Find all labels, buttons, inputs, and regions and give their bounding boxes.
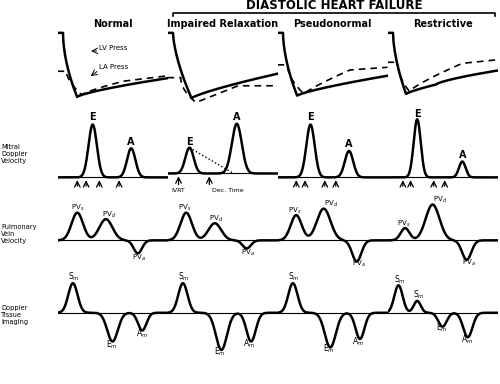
Text: E$_m$: E$_m$ <box>106 338 118 351</box>
Text: A$_m$: A$_m$ <box>352 336 364 348</box>
Text: E$_m$: E$_m$ <box>214 345 226 358</box>
Text: Normal: Normal <box>92 19 132 29</box>
Text: IVRT: IVRT <box>172 189 185 194</box>
Text: Mitral
Doppler
Velocity: Mitral Doppler Velocity <box>1 144 28 164</box>
Text: PV$_s$: PV$_s$ <box>70 203 84 214</box>
Text: S$_m$: S$_m$ <box>413 289 424 301</box>
Text: A$_m$: A$_m$ <box>461 333 473 346</box>
Text: A$_m$: A$_m$ <box>244 338 256 350</box>
Text: PV$_a$: PV$_a$ <box>462 258 476 268</box>
Text: PV$_a$: PV$_a$ <box>352 258 366 269</box>
Text: Restrictive: Restrictive <box>412 19 472 29</box>
Text: A$_m$: A$_m$ <box>136 327 148 339</box>
Text: A: A <box>128 137 135 147</box>
Text: E: E <box>90 113 96 122</box>
Text: PV$_s$: PV$_s$ <box>178 203 192 214</box>
Text: PV$_d$: PV$_d$ <box>324 199 338 209</box>
Text: PV$_a$: PV$_a$ <box>241 248 255 258</box>
Text: A: A <box>233 112 240 122</box>
Text: PV$_d$: PV$_d$ <box>432 195 447 205</box>
Text: A: A <box>458 150 466 160</box>
Text: PV$_a$: PV$_a$ <box>132 253 146 263</box>
Text: LA Press: LA Press <box>100 64 128 70</box>
Text: E: E <box>414 109 420 119</box>
Text: Pseudonormal: Pseudonormal <box>293 19 372 29</box>
Text: Pulmonary
Vein
Velocity: Pulmonary Vein Velocity <box>1 224 36 244</box>
Text: S$_m$: S$_m$ <box>394 273 406 286</box>
Text: PV$_s$: PV$_s$ <box>288 206 302 216</box>
Text: PV$_s$: PV$_s$ <box>398 219 411 229</box>
Text: A: A <box>345 139 353 149</box>
Text: E$_m$: E$_m$ <box>322 343 334 355</box>
Text: E: E <box>307 113 314 122</box>
Text: Impaired Relaxation: Impaired Relaxation <box>167 19 278 29</box>
Text: Dec. Time: Dec. Time <box>212 189 243 194</box>
Text: S$_m$: S$_m$ <box>68 271 80 283</box>
Text: E$_m$: E$_m$ <box>436 321 448 334</box>
Text: PV$_d$: PV$_d$ <box>210 214 224 224</box>
Text: Doppler
Tissue
Imaging: Doppler Tissue Imaging <box>1 305 28 325</box>
Text: DIASTOLIC HEART FAILURE: DIASTOLIC HEART FAILURE <box>246 0 422 12</box>
Text: E: E <box>186 137 193 147</box>
Text: S$_m$: S$_m$ <box>288 271 300 283</box>
Text: S$_m$: S$_m$ <box>178 271 190 283</box>
Text: LV Press: LV Press <box>100 45 128 51</box>
Text: PV$_d$: PV$_d$ <box>102 210 116 220</box>
